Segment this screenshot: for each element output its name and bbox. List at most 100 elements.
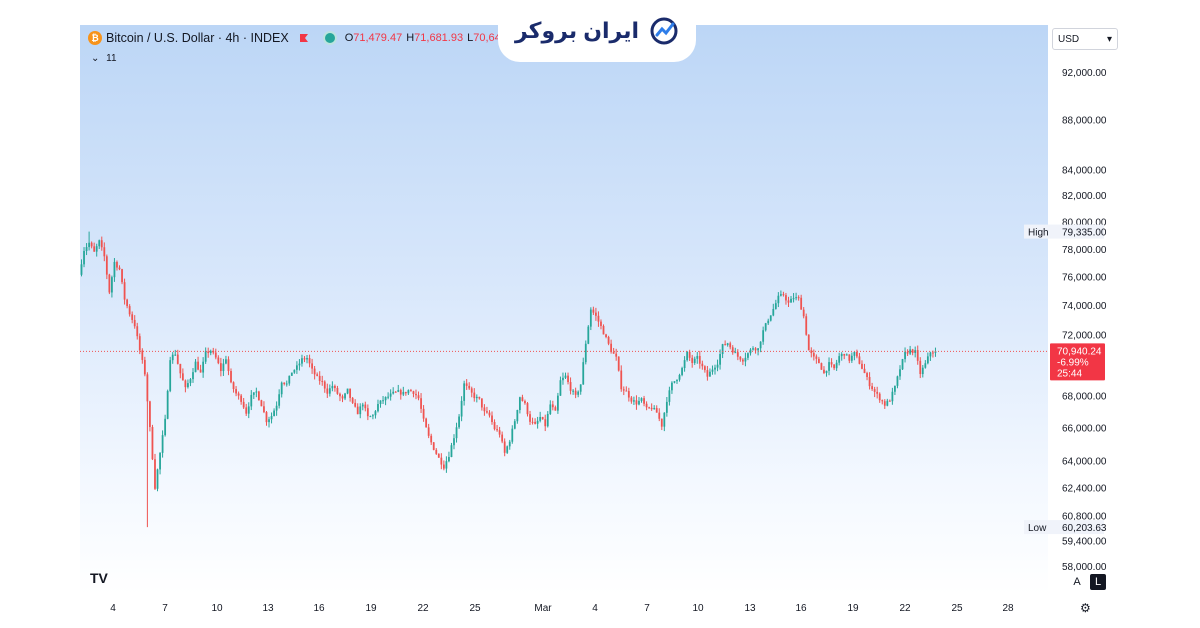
candle-body (812, 353, 815, 357)
candle-body (252, 392, 255, 395)
candle-body (706, 370, 709, 377)
chart-frame: 92,000.00 88,000.00 84,000.00 82,000.00 80,0… (80, 25, 1120, 622)
market-status-icon[interactable] (324, 33, 335, 43)
candle-body (752, 348, 754, 350)
candle-body (531, 421, 534, 423)
candle-body (275, 405, 278, 411)
currency-value: USD (1058, 33, 1080, 45)
indicator-count: 11 (106, 53, 117, 64)
candle-body (278, 394, 281, 406)
candle-body (546, 413, 549, 427)
candle-body (156, 469, 159, 489)
price-tick-label: 80,000.00 (1062, 218, 1107, 229)
candle-body (435, 449, 438, 454)
currency-select[interactable]: USD ▾ (1052, 28, 1118, 50)
candle-body (838, 356, 841, 363)
flag-icon[interactable] (299, 33, 309, 43)
time-tick-label: 19 (365, 603, 377, 614)
candle-body (149, 401, 151, 428)
candle-body (521, 397, 524, 402)
candle-body (103, 247, 106, 257)
candle-body (551, 404, 554, 408)
candle-body (911, 349, 914, 353)
candle-body (98, 240, 101, 247)
last-price-value: 70,940.24 (1057, 346, 1102, 357)
price-tick-label: 62,400.00 (1062, 484, 1107, 495)
candle-body (486, 411, 488, 413)
candle-body (625, 390, 628, 392)
candle-body (863, 368, 866, 374)
auto-scale-button[interactable]: A (1073, 576, 1081, 588)
candle-body (633, 400, 635, 402)
candle-body (488, 412, 491, 416)
gear-icon[interactable]: ⚙ (1080, 601, 1091, 615)
price-axis[interactable] (1048, 25, 1120, 595)
candle-body (80, 264, 83, 275)
candle-body (627, 391, 630, 398)
candle-body (425, 418, 428, 428)
candle-body (830, 362, 833, 365)
high-marker-label: High (1028, 228, 1049, 239)
candle-body (807, 334, 810, 351)
candle-body (643, 398, 645, 404)
candle-body (143, 359, 146, 375)
candle-body (673, 381, 676, 383)
candle-body (295, 365, 298, 370)
candle-body (526, 403, 529, 415)
time-tick-label: 22 (417, 603, 429, 614)
candle-body (214, 352, 217, 358)
candle-body (493, 422, 496, 430)
candle-body (541, 417, 544, 420)
candle-body (516, 410, 519, 422)
candle-body (470, 388, 473, 393)
price-tick-label: 59,400.00 (1062, 536, 1107, 547)
candle-body (366, 408, 369, 417)
candle-body (321, 380, 324, 382)
candle-body (734, 352, 737, 354)
candle-body (151, 427, 154, 460)
candle-body (318, 375, 321, 381)
candle-body (326, 388, 329, 394)
symbol-name[interactable]: Bitcoin / U.S. Dollar · 4h · INDEX (106, 31, 289, 45)
low-marker-bg (1024, 520, 1104, 535)
plot-area[interactable] (80, 25, 1048, 595)
candle-body (873, 389, 876, 392)
candle-body (136, 326, 139, 337)
candle-body (334, 385, 336, 389)
candle-body (790, 298, 792, 303)
candle-body (825, 370, 828, 373)
candle-body (818, 358, 820, 364)
candle-body (184, 380, 187, 388)
candle-body (767, 320, 770, 324)
candle-body (711, 369, 714, 372)
candle-body (392, 391, 395, 394)
candle-body (878, 393, 881, 401)
candle-body (293, 369, 296, 373)
candle-body (460, 400, 463, 417)
time-axis[interactable] (80, 595, 1048, 622)
candle-body (640, 398, 643, 401)
candle-body (113, 261, 116, 278)
candle-body (663, 412, 666, 427)
low-value: 70,64 (473, 32, 501, 44)
log-scale-button[interactable]: L (1090, 574, 1106, 590)
tradingview-logo[interactable]: TV (90, 570, 108, 586)
candle-body (189, 379, 192, 384)
candle-body (924, 363, 927, 368)
candle-body (427, 427, 430, 436)
candle-body (473, 392, 476, 399)
candle-body (665, 401, 668, 413)
candle-body (209, 350, 212, 354)
time-tick-label: 19 (847, 603, 859, 614)
candle-body (204, 351, 207, 362)
candle-body (491, 415, 493, 423)
candle-body (802, 309, 805, 317)
candle-body (719, 354, 721, 365)
time-tick-label: 13 (262, 603, 274, 614)
candle-body (458, 416, 460, 428)
candle-body (225, 359, 227, 364)
candle-body (217, 357, 220, 364)
indicators-toggle[interactable]: ⌄ 11 (91, 53, 117, 64)
candle-body (237, 393, 240, 396)
candle-body (584, 343, 587, 363)
